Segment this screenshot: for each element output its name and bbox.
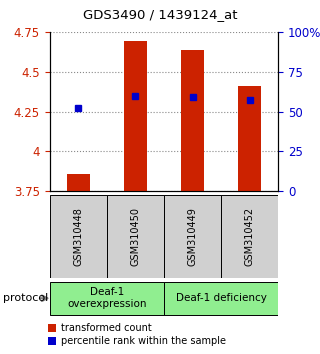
Text: Deaf-1
overexpression: Deaf-1 overexpression bbox=[67, 287, 147, 309]
Text: GSM310452: GSM310452 bbox=[245, 207, 255, 266]
Text: protocol: protocol bbox=[3, 293, 48, 303]
Bar bbox=[124, 41, 147, 191]
Bar bbox=[164, 195, 221, 278]
Bar bbox=[238, 86, 261, 191]
Bar bbox=[221, 195, 278, 278]
Bar bbox=[50, 281, 164, 315]
Bar bbox=[164, 281, 278, 315]
Text: GSM310450: GSM310450 bbox=[131, 207, 140, 266]
Bar bbox=[107, 195, 164, 278]
Bar bbox=[67, 174, 90, 191]
Text: GDS3490 / 1439124_at: GDS3490 / 1439124_at bbox=[83, 8, 237, 21]
Bar bbox=[181, 50, 204, 191]
Bar bbox=[50, 195, 107, 278]
Text: Deaf-1 deficiency: Deaf-1 deficiency bbox=[176, 293, 267, 303]
Legend: transformed count, percentile rank within the sample: transformed count, percentile rank withi… bbox=[48, 324, 226, 346]
Text: GSM310449: GSM310449 bbox=[188, 207, 198, 266]
Text: GSM310448: GSM310448 bbox=[73, 207, 83, 266]
